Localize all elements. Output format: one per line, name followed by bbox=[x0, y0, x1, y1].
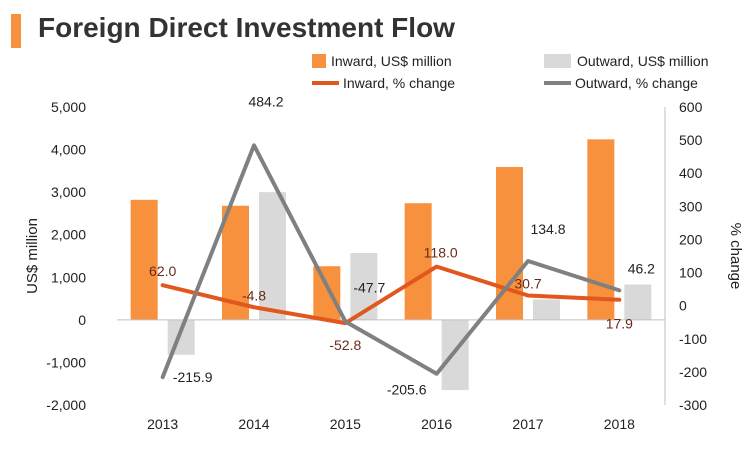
legend-outward-line-label: Outward, % change bbox=[575, 75, 698, 91]
y2-tick-label: 500 bbox=[679, 132, 703, 148]
inward-bar bbox=[130, 199, 158, 320]
outward-bar bbox=[350, 253, 378, 320]
y2-tick-label: 200 bbox=[679, 231, 703, 247]
outward-pct-label: -215.9 bbox=[173, 369, 213, 385]
y2-tick-label: 0 bbox=[679, 298, 687, 314]
y-tick-label: 0 bbox=[78, 312, 86, 328]
title-accent-bar bbox=[11, 14, 21, 48]
y-tick-label: -2,000 bbox=[46, 397, 86, 413]
y-tick-label: 1,000 bbox=[51, 269, 86, 285]
y2-tick-label: -100 bbox=[679, 331, 707, 347]
outward-pct-line bbox=[160, 143, 622, 380]
inward-pct-label: -52.8 bbox=[329, 337, 361, 353]
y-tick-label: 5,000 bbox=[51, 99, 86, 115]
outward-bar bbox=[533, 299, 560, 320]
inward-pct-line bbox=[160, 264, 622, 326]
inward-pct-label: 30.7 bbox=[514, 276, 541, 292]
inward-pct-label: 62.0 bbox=[149, 263, 176, 279]
x-tick-label: 2016 bbox=[421, 416, 452, 432]
x-tick-label: 2013 bbox=[147, 416, 178, 432]
y-tick-label: -1,000 bbox=[46, 354, 86, 370]
y-axis-title: US$ million bbox=[24, 218, 41, 294]
y-tick-label: 4,000 bbox=[51, 142, 86, 158]
legend-inward-bar-label: Inward, US$ million bbox=[331, 53, 452, 69]
outward-bar bbox=[624, 284, 652, 320]
y2-tick-label: 400 bbox=[679, 165, 703, 181]
y2-tick-label: 300 bbox=[679, 198, 703, 214]
chart-title: Foreign Direct Investment Flow bbox=[38, 12, 455, 43]
outward-pct-label: 134.8 bbox=[530, 221, 565, 237]
outward-bar bbox=[441, 319, 469, 391]
y2-tick-label: -300 bbox=[679, 397, 707, 413]
inward-bar bbox=[404, 203, 432, 320]
outward-pct-label: 46.2 bbox=[628, 260, 655, 276]
x-tick-label: 2014 bbox=[238, 416, 269, 432]
inward-bar bbox=[587, 139, 615, 320]
legend-outward-bar-label: Outward, US$ million bbox=[577, 53, 709, 69]
inward-pct-label: 118.0 bbox=[424, 245, 458, 261]
y2-tick-label: 100 bbox=[679, 265, 703, 281]
inward-pct-label: -4.8 bbox=[242, 287, 266, 303]
outward-pct-label: -47.7 bbox=[353, 279, 385, 295]
y2-tick-label: 600 bbox=[679, 99, 703, 115]
y2-axis-title: % change bbox=[727, 223, 744, 290]
outward-bar bbox=[259, 192, 286, 320]
legend-inward-line-label: Inward, % change bbox=[343, 75, 455, 91]
inward-bar bbox=[313, 266, 341, 320]
y-tick-label: 3,000 bbox=[51, 184, 86, 200]
x-tick-label: 2017 bbox=[512, 416, 543, 432]
inward-pct-label: 17.9 bbox=[606, 316, 633, 332]
legend-outward-bar-swatch bbox=[544, 54, 571, 68]
legend-inward-bar-swatch bbox=[312, 54, 326, 68]
x-tick-label: 2015 bbox=[330, 416, 361, 432]
outward-pct-label: -205.6 bbox=[387, 382, 427, 398]
x-tick-label: 2018 bbox=[604, 416, 635, 432]
y2-tick-label: -200 bbox=[679, 364, 707, 380]
y-tick-label: 2,000 bbox=[51, 227, 86, 243]
outward-pct-label: 484.2 bbox=[248, 93, 283, 109]
